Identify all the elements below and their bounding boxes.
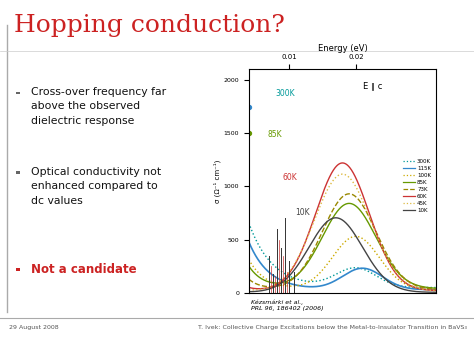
Point	[245, 104, 253, 109]
Text: Optical conductivity not
enhanced compared to
dc values: Optical conductivity not enhanced compar…	[31, 167, 161, 206]
Text: Kézsmárki et al.,
PRL 96, 186402 (2006): Kézsmárki et al., PRL 96, 186402 (2006)	[251, 300, 324, 311]
FancyBboxPatch shape	[16, 268, 20, 271]
Text: T. Ivek: Collective Charge Excitations below the Metal-to-Insulator Transition i: T. Ivek: Collective Charge Excitations b…	[198, 325, 467, 330]
Text: Not a candidate: Not a candidate	[31, 263, 137, 277]
Text: 10K: 10K	[296, 208, 310, 217]
Text: 29 August 2008: 29 August 2008	[9, 325, 58, 330]
X-axis label: Energy (eV): Energy (eV)	[318, 44, 367, 53]
Text: E ∥ c: E ∥ c	[363, 81, 382, 91]
Y-axis label: σ (Ω⁻¹ cm⁻¹): σ (Ω⁻¹ cm⁻¹)	[213, 159, 221, 203]
Text: Hopping conduction?: Hopping conduction?	[14, 14, 285, 37]
Text: 85K: 85K	[267, 130, 282, 140]
Text: 60K: 60K	[283, 173, 297, 182]
Text: Cross-over frequency far
above the observed
dielectric response: Cross-over frequency far above the obser…	[31, 87, 166, 126]
Legend: 300K, 115K, 100K, 85K, 73K, 60K, 45K, 10K: 300K, 115K, 100K, 85K, 73K, 60K, 45K, 10…	[401, 157, 433, 215]
Text: 300K: 300K	[275, 89, 295, 98]
FancyBboxPatch shape	[16, 171, 20, 174]
FancyBboxPatch shape	[16, 92, 20, 94]
Point	[245, 130, 253, 136]
